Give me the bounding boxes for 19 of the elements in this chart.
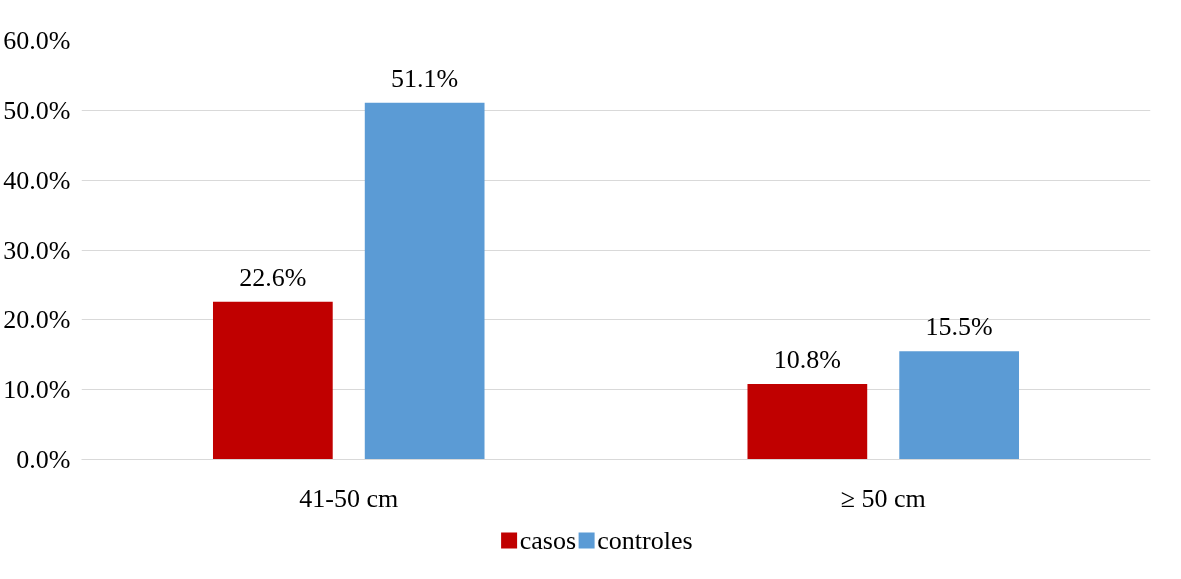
- bar: [364, 102, 485, 460]
- legend-label: controles: [597, 526, 693, 555]
- y-tick-label: 10.0%: [3, 375, 71, 405]
- legend-label: casos: [519, 526, 577, 555]
- data-label: 15.5%: [925, 312, 993, 342]
- x-tick-label: 41-50 cm: [299, 483, 399, 513]
- y-tick-label: 30.0%: [3, 235, 71, 265]
- bar: [747, 384, 868, 460]
- y-tick-label: 20.0%: [3, 305, 71, 335]
- bar: [212, 301, 333, 460]
- y-tick-label: 50.0%: [3, 95, 71, 125]
- data-label: 22.6%: [239, 262, 307, 292]
- y-tick-label: 40.0%: [3, 165, 71, 195]
- data-label: 51.1%: [391, 63, 459, 93]
- data-label: 10.8%: [773, 345, 841, 375]
- y-tick-label: 60.0%: [3, 26, 71, 55]
- x-tick-label: ≥ 50 cm: [840, 483, 926, 513]
- bar: [899, 351, 1020, 460]
- y-tick-label: 0.0%: [16, 445, 71, 474]
